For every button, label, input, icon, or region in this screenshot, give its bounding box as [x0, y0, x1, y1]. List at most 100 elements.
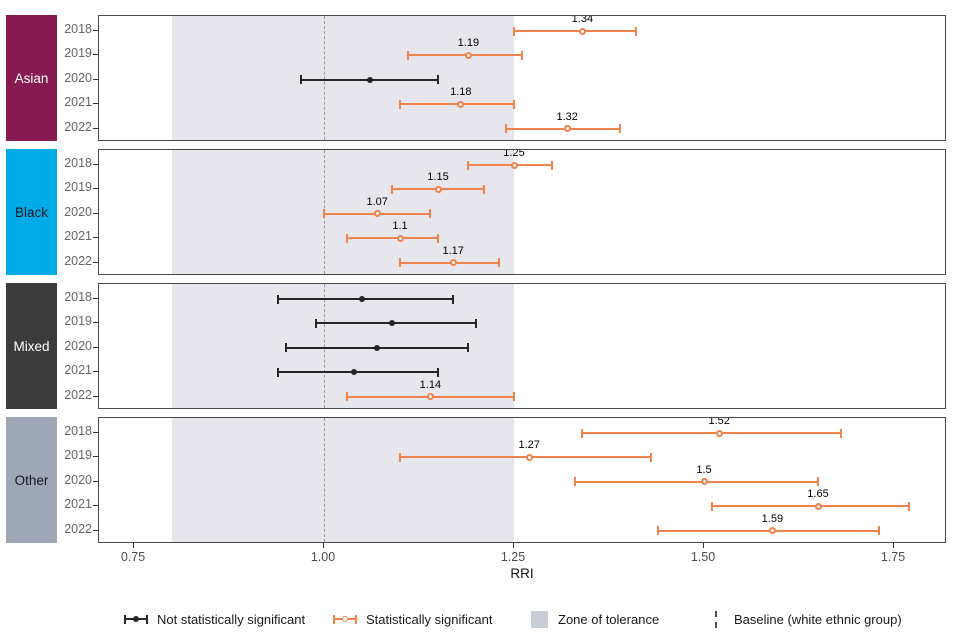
legend-item-zone-of-tolerance: Zone of tolerance — [531, 604, 659, 634]
panel-mixed: 1.14 — [98, 283, 946, 409]
ci-range — [468, 164, 552, 166]
x-axis-tick-label: 1.25 — [500, 550, 526, 564]
x-axis-tick — [322, 543, 324, 548]
facet-strip-mixed: Mixed — [6, 283, 57, 409]
year-axis-label: 2020 — [64, 472, 92, 487]
year-axis-label: 2020 — [64, 70, 92, 85]
ci-range — [407, 54, 522, 57]
year-axis-label: 2018 — [64, 156, 92, 170]
zone-of-tolerance-band — [172, 150, 514, 274]
ci-cap-right — [634, 26, 637, 36]
ci-cap-left — [581, 428, 584, 438]
ci-cap-left — [573, 477, 576, 487]
point-estimate — [768, 527, 776, 535]
ci-cap-left — [399, 99, 401, 109]
ci-cap-right — [437, 75, 439, 85]
point-value-label: 1.27 — [518, 439, 540, 452]
facet-strip-black: Black — [6, 149, 57, 275]
point-estimate — [814, 502, 822, 510]
ci-cap-left — [277, 294, 280, 304]
ci-cap-left — [406, 50, 409, 60]
year-axis-label: 2022 — [64, 253, 92, 268]
zone-of-tolerance-band — [172, 418, 514, 542]
legend-item-not-significant: Not statistically significant — [124, 604, 305, 634]
point-value-label: 1.07 — [366, 195, 388, 208]
point-value-label: 1.14 — [419, 378, 442, 391]
ci-cap-right — [475, 318, 477, 328]
x-axis-tick — [512, 543, 514, 548]
legend-label: Baseline (white ethnic group) — [734, 611, 902, 627]
ci-cap-right — [497, 258, 500, 268]
y-axis-tick — [93, 505, 98, 507]
ci-range — [506, 127, 621, 130]
zone-swatch-icon — [531, 610, 548, 628]
facet-strip-other: Other — [6, 417, 57, 543]
ci-cap-left — [391, 184, 394, 194]
ci-cap-right — [551, 160, 553, 170]
ci-range — [574, 480, 818, 483]
x-axis-tick — [132, 543, 134, 548]
ci-range — [711, 505, 910, 508]
ci-range — [400, 261, 499, 264]
y-axis-tick — [93, 164, 98, 165]
ci-cap-left — [277, 367, 280, 377]
ci-cap-left — [505, 124, 508, 134]
ci-range — [346, 237, 438, 240]
point-value-label: 1.52 — [708, 417, 730, 427]
year-axis-label: 2020 — [64, 204, 92, 219]
panel-asian: 1.34 1.19 1.18 1.32 — [98, 15, 946, 141]
y-axis-tick — [93, 322, 98, 324]
legend-label: Not statistically significant — [157, 611, 306, 627]
year-axis-label: 2018 — [64, 22, 92, 36]
year-axis-label: 2021 — [64, 229, 92, 244]
ci-cap-right — [619, 124, 622, 134]
y-axis-tick — [93, 456, 98, 458]
zone-of-tolerance-band — [172, 284, 514, 408]
x-axis-tick — [702, 543, 704, 548]
ci-cap-right — [877, 526, 880, 536]
zone-of-tolerance-band — [172, 16, 514, 140]
point-estimate — [374, 344, 381, 351]
ci-cap-right — [429, 209, 432, 219]
ci-cap-right — [482, 184, 485, 194]
point-value-label: 1.18 — [450, 86, 472, 99]
panel-other: 1.52 1.27 1.5 1.65 1.59 — [98, 417, 946, 543]
legend-item-baseline: Baseline (white ethnic group) — [715, 604, 902, 634]
baseline-dash-icon — [715, 610, 717, 628]
year-axis-label: 2019 — [64, 314, 92, 329]
x-axis-title: RRI — [510, 566, 534, 581]
ci-range — [316, 322, 476, 325]
ci-cap-left — [399, 258, 401, 268]
year-axis-label: 2022 — [64, 521, 92, 536]
y-axis-tick — [93, 529, 98, 531]
ci-cap-right — [520, 50, 523, 60]
ci-range — [278, 298, 454, 300]
point-estimate — [359, 296, 365, 302]
year-axis-label: 2019 — [64, 448, 92, 463]
pointrange-orange-icon — [333, 613, 357, 625]
legend-label: Statistically significant — [366, 611, 493, 627]
y-axis-tick — [93, 212, 98, 214]
y-axis-tick — [93, 127, 98, 129]
y-axis-tick — [93, 346, 98, 348]
point-value-label: 1.15 — [427, 171, 449, 184]
baseline-line — [324, 16, 325, 140]
point-estimate — [715, 429, 723, 437]
y-axis-tick — [93, 188, 98, 190]
ci-range — [278, 371, 438, 374]
ci-cap-right — [649, 452, 652, 462]
y-axis-tick — [93, 54, 98, 56]
ci-cap-right — [452, 294, 455, 304]
x-axis-tick — [892, 543, 894, 548]
x-axis-tick-label: 1.00 — [310, 550, 336, 564]
point-estimate — [389, 320, 396, 327]
point-value-label: 1.25 — [503, 149, 525, 159]
point-estimate — [578, 27, 586, 35]
ci-cap-left — [467, 160, 470, 170]
y-axis-tick — [93, 395, 98, 397]
y-axis-tick — [93, 371, 98, 373]
year-axis-label: 2021 — [64, 95, 92, 110]
x-axis-tick-label: 1.50 — [690, 550, 716, 564]
year-axis-label: 2021 — [64, 497, 92, 512]
point-estimate — [457, 100, 465, 108]
